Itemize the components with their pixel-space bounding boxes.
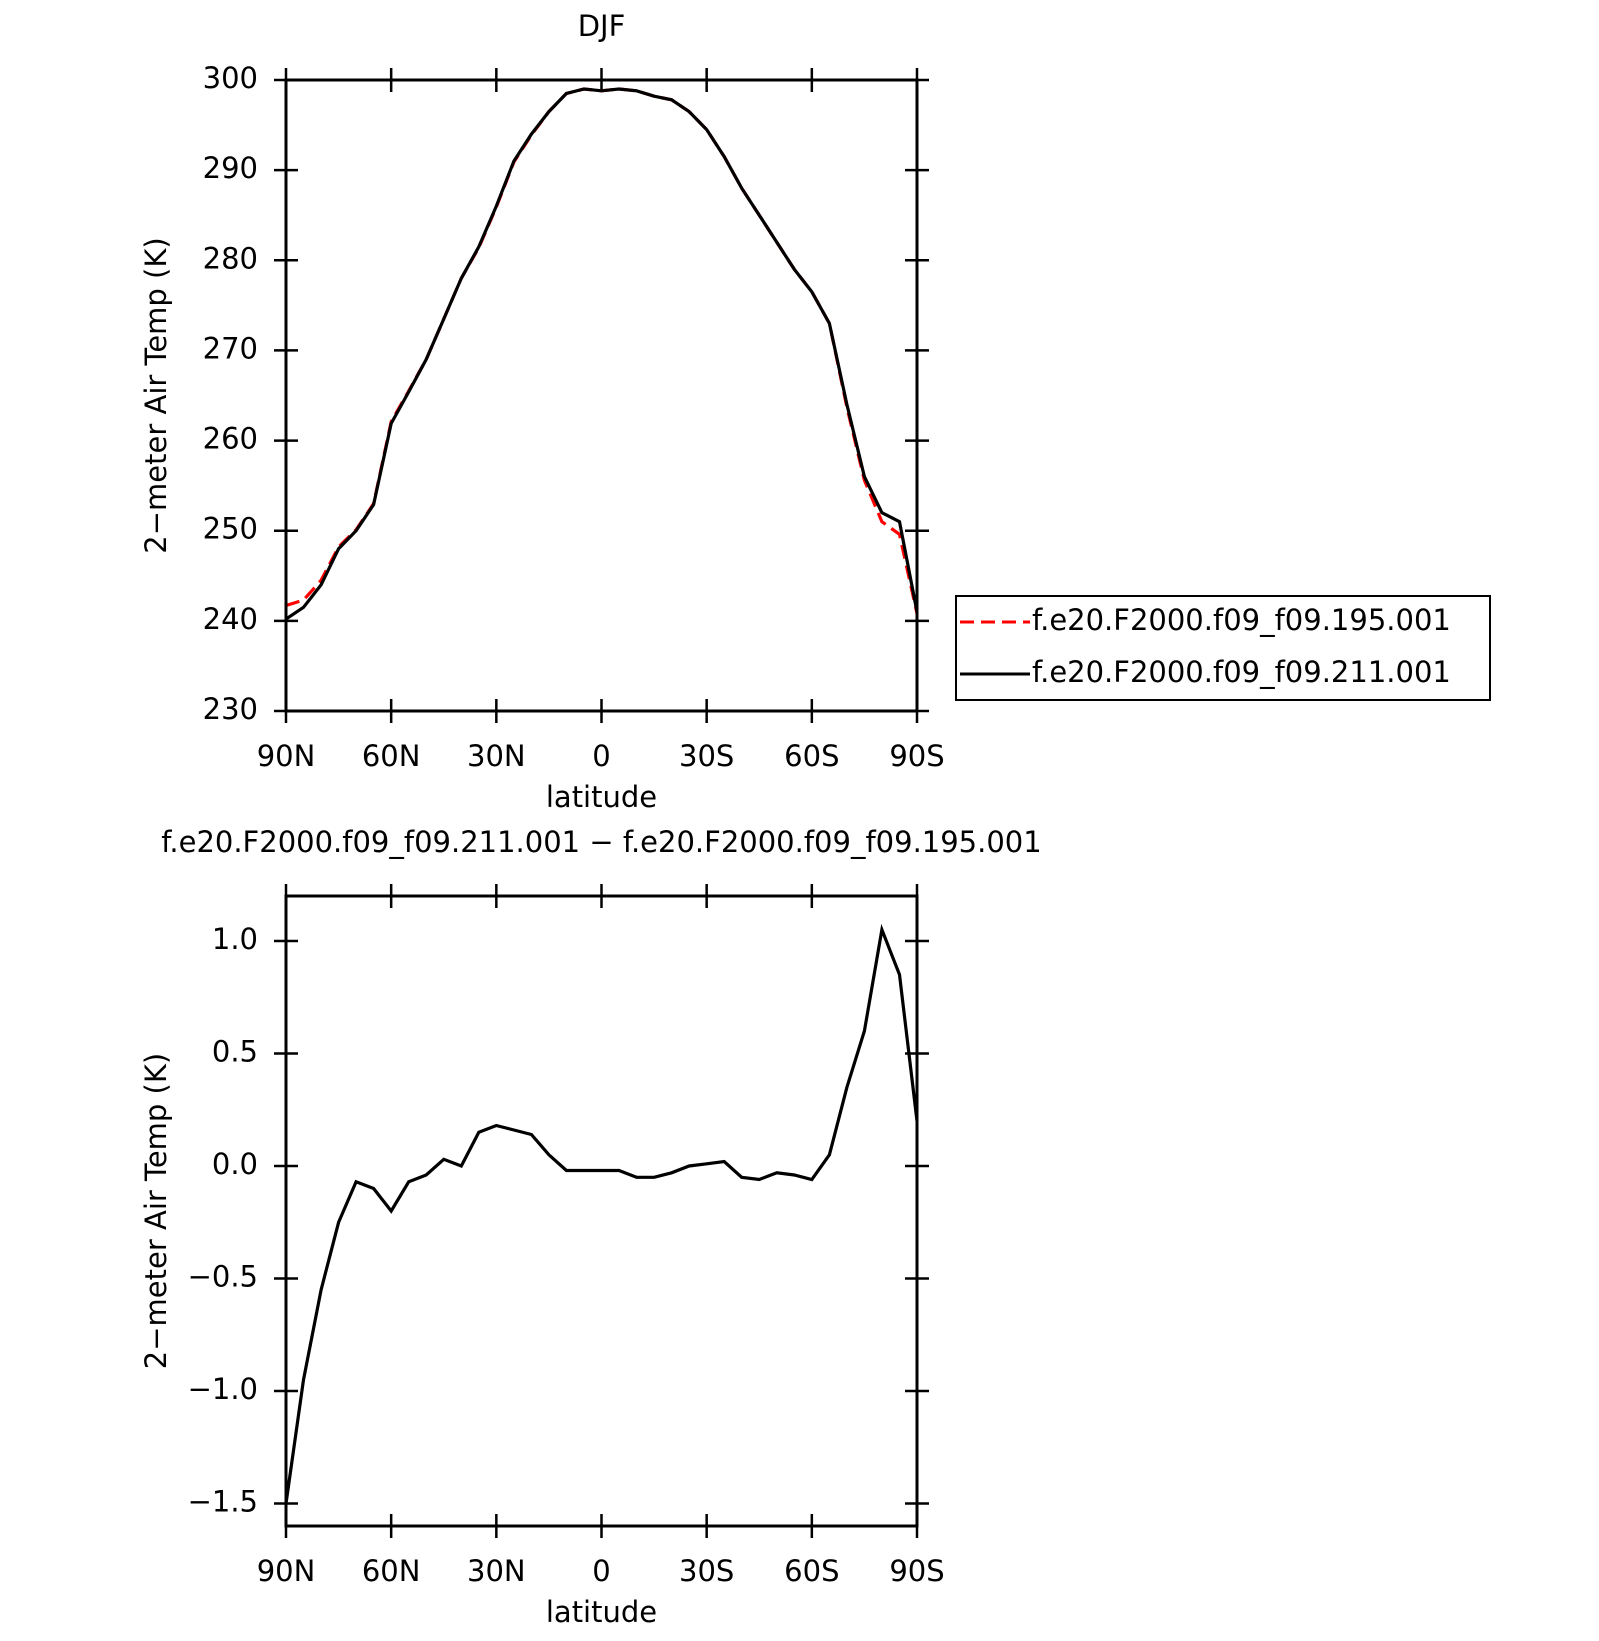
data-line [285,87,919,621]
legend-label: f.e20.F2000.f09_f09.211.001 [1032,655,1451,689]
x-tick-label: 90S [889,1554,944,1588]
y-tick-label: 250 [203,512,258,546]
plot-frame [284,78,919,713]
y-tick-label: −1.5 [188,1485,258,1519]
y-tick-label: 1.0 [212,922,258,956]
y-tick-label: 260 [203,422,258,456]
x-tick-label: 0 [592,739,610,773]
x-axis-label: latitude [546,1595,657,1629]
x-tick-label: 60N [362,739,421,773]
x-tick-label: 90N [257,1554,316,1588]
legend-box [955,595,1491,701]
x-axis-label: latitude [546,780,657,814]
x-tick-label: 30N [467,739,526,773]
plot-frame [284,894,919,1528]
y-tick-label: 240 [203,602,258,636]
x-tick-label: 60S [784,1554,839,1588]
chart-title: DJF [578,9,626,43]
y-axis-label: 2−meter Air Temp (K) [139,1053,173,1369]
y-tick-label: −1.0 [188,1372,258,1406]
y-tick-label: 230 [203,692,258,726]
data-line [284,923,919,1504]
y-tick-label: 300 [203,61,258,95]
y-tick-label: 0.5 [212,1035,258,1069]
x-tick-label: 30N [467,1554,526,1588]
y-tick-label: 280 [203,241,258,275]
legend-label: f.e20.F2000.f09_f09.195.001 [1032,603,1451,637]
y-axis-label: 2−meter Air Temp (K) [139,237,173,553]
x-tick-label: 0 [592,1554,610,1588]
x-tick-label: 90N [257,739,316,773]
y-tick-label: 290 [203,151,258,185]
y-tick-label: 270 [203,331,258,365]
x-tick-label: 30S [679,739,734,773]
x-tick-label: 60N [362,1554,421,1588]
chart-title: f.e20.F2000.f09_f09.211.001 − f.e20.F200… [161,825,1041,859]
data-line [285,87,919,614]
y-tick-label: 0.0 [212,1147,258,1181]
x-tick-label: 90S [889,739,944,773]
x-tick-label: 30S [679,1554,734,1588]
y-tick-label: −0.5 [188,1260,258,1294]
x-tick-label: 60S [784,739,839,773]
